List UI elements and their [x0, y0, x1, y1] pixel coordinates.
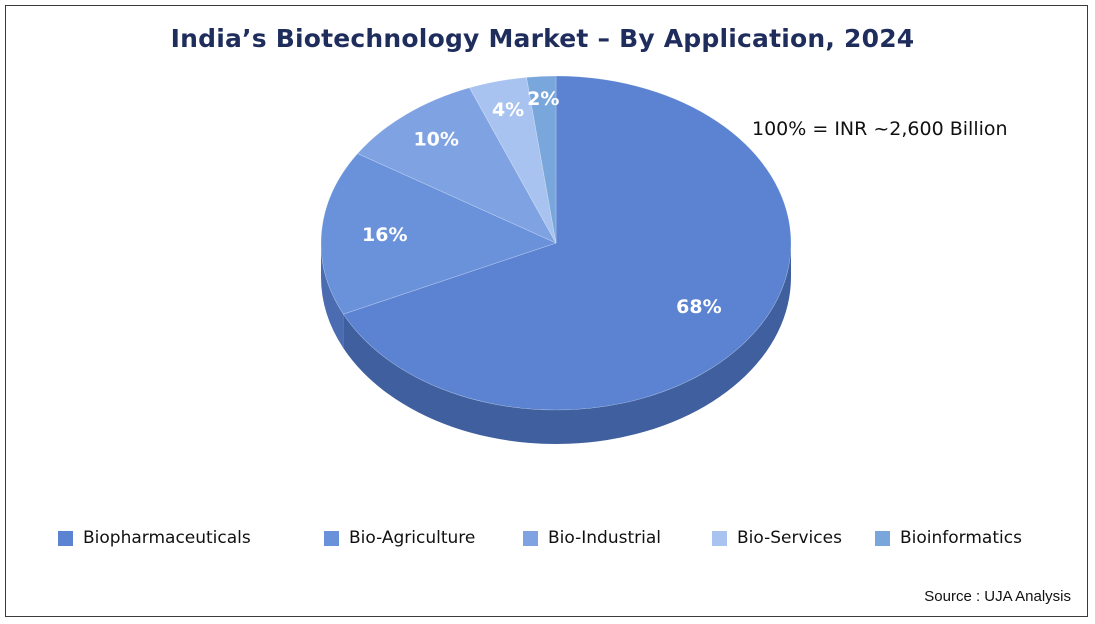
legend-item-bio-services: Bio-Services [712, 527, 842, 549]
legend: Biopharmaceuticals Bio-Agriculture Bio-Ind… [58, 527, 1058, 551]
slice-label-bio-services: 4% [492, 99, 524, 121]
source-note: Source : UJA Analysis [924, 588, 1071, 605]
slice-label-biopharmaceuticals: 68% [676, 296, 721, 318]
legend-swatch [324, 530, 339, 546]
pie-side-biopharmaceuticals [343, 243, 791, 445]
legend-swatch [58, 530, 73, 546]
legend-label: Bio-Services [737, 528, 842, 548]
legend-swatch [712, 530, 727, 546]
legend-swatch [875, 530, 890, 546]
legend-swatch [523, 530, 538, 546]
legend-item-biopharmaceuticals: Biopharmaceuticals [58, 527, 251, 549]
pie-slice-bioinformatics [526, 75, 557, 244]
slice-label-bioinformatics: 2% [527, 88, 559, 110]
pie-side-group [321, 243, 791, 445]
slice-label-bio-industrial: 10% [413, 129, 458, 151]
legend-label: Bio-Industrial [548, 528, 661, 548]
pie-slice-bio-agriculture [320, 153, 557, 315]
pie-slice-bio-services [469, 76, 557, 244]
legend-item-bioinformatics: Bioinformatics [875, 527, 1022, 549]
pie-slice-biopharmaceuticals [342, 75, 792, 411]
pie-slice-bio-industrial [357, 87, 557, 244]
legend-label: Bio-Agriculture [349, 528, 476, 548]
slice-label-bio-agriculture: 16% [362, 224, 407, 246]
pie-side-bio-agriculture [321, 243, 344, 349]
legend-label: Bioinformatics [900, 528, 1022, 548]
legend-item-bio-industrial: Bio-Industrial [523, 527, 661, 549]
total-annotation: 100% = INR ~2,600 Billion [752, 118, 1008, 140]
chart-title: India’s Biotechnology Market – By Applic… [170, 24, 915, 53]
legend-item-bio-agriculture: Bio-Agriculture [324, 527, 475, 549]
legend-label: Biopharmaceuticals [83, 528, 251, 548]
